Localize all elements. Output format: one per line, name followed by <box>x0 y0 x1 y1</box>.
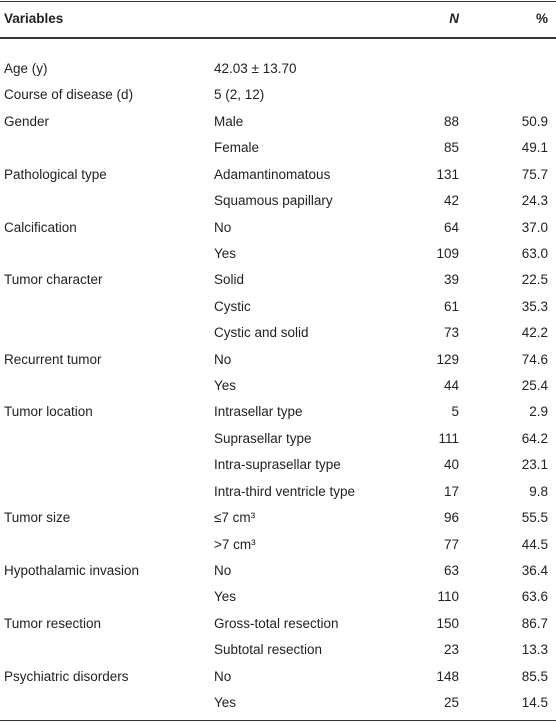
percent-cell: 37.0 <box>521 219 548 235</box>
count-cell: 23 <box>443 642 459 658</box>
percent-cell: 63.6 <box>521 589 548 605</box>
level-cell: Male <box>214 113 244 129</box>
count-cell: 73 <box>443 325 459 341</box>
percent-cell: 74.6 <box>521 351 548 367</box>
variable-cell: Tumor character <box>4 272 103 288</box>
count-cell: 17 <box>443 483 459 499</box>
count-cell: 88 <box>443 113 459 129</box>
level-cell: Subtotal resection <box>214 642 323 658</box>
count-cell: 131 <box>436 166 459 182</box>
count-cell: 109 <box>436 245 459 261</box>
percent-cell: 42.2 <box>521 325 548 341</box>
level-cell: ≤7 cm³ <box>214 510 256 526</box>
variable-cell: Tumor size <box>4 510 71 526</box>
percent-cell: 24.3 <box>521 193 548 209</box>
percent-cell: 85.5 <box>521 668 548 684</box>
level-cell: Gross-total resection <box>214 615 339 631</box>
level-cell: Intra-third ventricle type <box>214 483 356 499</box>
variable-cell: Tumor location <box>4 404 93 420</box>
header-rule <box>0 37 556 39</box>
level-cell: Solid <box>214 272 245 288</box>
count-cell: 150 <box>436 615 459 631</box>
bottom-rule <box>0 720 556 721</box>
level-cell: Intra-suprasellar type <box>214 457 341 473</box>
count-cell: 25 <box>443 695 459 710</box>
percent-cell: 2.9 <box>529 404 548 420</box>
variable-cell: Recurrent tumor <box>4 351 102 367</box>
level-cell: Yes <box>214 378 237 393</box>
percent-cell: 44.5 <box>521 536 548 552</box>
level-cell: Cystic <box>214 298 251 314</box>
count-cell: 5 <box>451 404 459 420</box>
header-variable: Variables <box>4 11 64 26</box>
level-cell: 5 (2, 12) <box>214 87 265 103</box>
percent-cell: 36.4 <box>521 562 548 578</box>
level-cell: >7 cm³ <box>214 536 256 552</box>
count-cell: 110 <box>437 589 459 605</box>
level-cell: Suprasellar type <box>214 430 312 446</box>
count-cell: 40 <box>443 457 459 473</box>
variable-cell: Course of disease (d) <box>4 87 134 103</box>
variable-cell: Age (y) <box>4 61 48 76</box>
percent-cell: 22.5 <box>521 272 548 288</box>
level-cell: Cystic and solid <box>214 325 309 341</box>
level-cell: Adamantinomatous <box>214 166 331 182</box>
level-cell: No <box>214 562 232 578</box>
level-cell: No <box>214 219 232 235</box>
count-cell: 63 <box>443 562 459 578</box>
percent-cell: 64.2 <box>521 430 548 446</box>
variable-cell: Psychiatric disorders <box>4 668 129 684</box>
count-cell: 85 <box>443 140 459 156</box>
count-cell: 129 <box>436 351 459 367</box>
header-percent: % <box>535 11 548 26</box>
count-cell: 111 <box>438 430 459 446</box>
percent-cell: 14.5 <box>521 695 548 710</box>
level-cell: Intrasellar type <box>214 404 303 420</box>
level-cell: Yes <box>214 695 237 710</box>
variable-cell: Gender <box>4 113 50 129</box>
percent-cell: 25.4 <box>521 378 548 393</box>
level-cell: No <box>214 668 232 684</box>
top-rule <box>0 1 556 2</box>
percent-cell: 75.7 <box>521 166 548 182</box>
count-cell: 96 <box>443 510 459 526</box>
level-cell: Female <box>214 140 260 156</box>
variable-cell: Calcification <box>4 219 77 235</box>
level-cell: Squamous papillary <box>214 193 333 209</box>
variable-cell: Hypothalamic invasion <box>4 562 140 578</box>
percent-cell: 23.1 <box>521 457 548 473</box>
variable-cell: Tumor resection <box>4 615 102 631</box>
count-cell: 77 <box>443 536 459 552</box>
percent-cell: 63.0 <box>521 245 548 261</box>
percent-cell: 13.3 <box>521 642 548 658</box>
count-cell: 64 <box>443 219 459 235</box>
count-cell: 42 <box>443 193 459 209</box>
variable-cell: Pathological type <box>4 166 107 182</box>
level-cell: No <box>214 351 232 367</box>
level-cell: Yes <box>214 245 237 261</box>
level-cell: Yes <box>214 589 237 605</box>
count-cell: 61 <box>443 298 459 314</box>
count-cell: 148 <box>436 668 459 684</box>
percent-cell: 55.5 <box>521 510 548 526</box>
count-cell: 39 <box>443 272 459 288</box>
percent-cell: 86.7 <box>521 615 548 631</box>
count-cell: 44 <box>443 378 459 393</box>
level-cell: 42.03 ± 13.70 <box>214 61 297 76</box>
percent-cell: 50.9 <box>521 113 548 129</box>
percent-cell: 49.1 <box>521 140 548 156</box>
percent-cell: 35.3 <box>521 298 548 314</box>
header-count: N <box>449 11 459 26</box>
percent-cell: 9.8 <box>529 483 548 499</box>
